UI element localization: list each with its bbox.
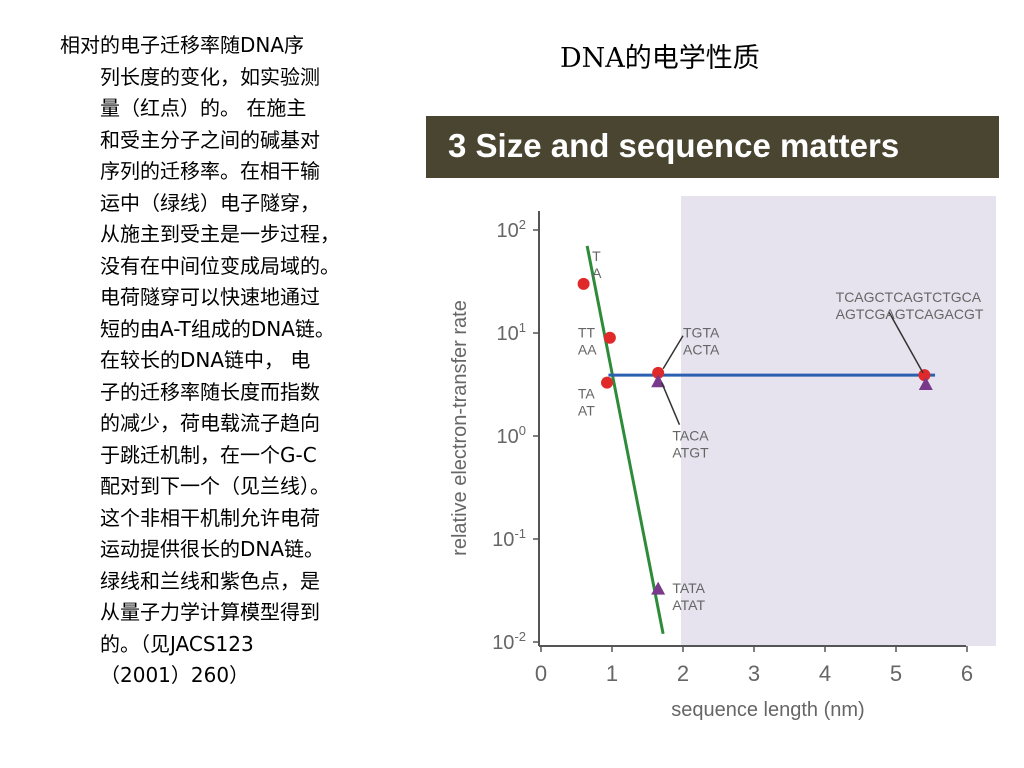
body-line: 的减少，荷电载流子趋向 bbox=[100, 411, 320, 435]
x-tick-label: 5 bbox=[890, 661, 902, 686]
sequence-annotation: A bbox=[592, 265, 602, 281]
slide-title: DNA的电学性质 bbox=[560, 43, 760, 74]
y-tick-label: 100 bbox=[497, 423, 526, 448]
sequence-annotation: ACTA bbox=[683, 342, 720, 358]
body-line: 从施主到受主是一步过程， bbox=[100, 222, 340, 246]
sequence-annotation: AT bbox=[578, 403, 595, 419]
body-line: 在较长的DNA链中， 电 bbox=[100, 348, 311, 372]
red-data-point bbox=[603, 331, 616, 344]
sequence-annotation: AGTCGAGTCAGACGT bbox=[836, 306, 984, 322]
body-line: 这个非相干机制允许电荷 bbox=[100, 505, 320, 530]
body-line: 列长度的变化，如实验测 bbox=[100, 64, 320, 89]
purple-data-point bbox=[918, 376, 933, 390]
body-line: 量（红点）的。 在施主 bbox=[100, 96, 307, 120]
sequence-annotation: ATGT bbox=[672, 445, 709, 461]
sequence-annotation: TCAGCTCAGTCTGCA bbox=[836, 289, 982, 305]
body-line: 从量子力学计算模型得到 bbox=[100, 600, 320, 624]
body-line: 短的由A-T组成的DNA链。 bbox=[100, 316, 335, 341]
red-data-point bbox=[918, 369, 931, 382]
body-line: 相对的电子迁移率随DNA序 bbox=[60, 33, 305, 57]
body-line: 运中（绿线）电子隧穿， bbox=[100, 190, 320, 215]
x-tick-label: 2 bbox=[677, 661, 689, 686]
body-text: 相对的电子迁移率随DNA序 列长度的变化，如实验测 量（红点）的。 在施主 和受… bbox=[60, 30, 440, 692]
y-axis-label: relative electron-transfer rate bbox=[449, 300, 471, 556]
body-line: 和受主分子之间的碱基对 bbox=[100, 127, 320, 152]
sequence-annotation: T bbox=[592, 248, 601, 264]
x-tick-label: 1 bbox=[606, 661, 618, 686]
red-data-point bbox=[577, 277, 590, 290]
green-line bbox=[585, 245, 665, 635]
body-line: 绿线和兰线和紫色点，是 bbox=[100, 568, 320, 593]
sequence-annotation: TT bbox=[578, 325, 596, 341]
body-line: 序列的迁移率。在相干输 bbox=[100, 159, 320, 183]
body-line: 于跳迁机制，在一个G-C bbox=[100, 442, 317, 467]
sequence-annotation: AA bbox=[578, 342, 597, 358]
chart-svg: 3 Size and sequence matters 0 1 2 3 4 5 6 102 10… bbox=[426, 96, 999, 732]
shaded-region bbox=[681, 196, 996, 646]
figure-banner-title: 3 Size and sequence matters bbox=[448, 127, 899, 164]
x-tick-label: 4 bbox=[819, 661, 831, 686]
y-tick-label: 10-1 bbox=[492, 526, 526, 551]
x-tick-label: 6 bbox=[961, 661, 973, 686]
x-axis-label: sequence length (nm) bbox=[671, 699, 864, 721]
annotation-arrow bbox=[662, 335, 684, 370]
y-tick-label: 101 bbox=[497, 320, 526, 345]
chart-marks: 0 1 2 3 4 5 610210110010-110-2TATTAATAATTGTAAC… bbox=[492, 217, 984, 686]
x-tick-label: 3 bbox=[748, 661, 760, 686]
figure-banner bbox=[426, 116, 999, 178]
body-line: 的。（见JACS123 bbox=[100, 631, 254, 656]
annotation-arrow bbox=[888, 311, 924, 374]
body-line: （2001）260） bbox=[100, 663, 250, 687]
red-data-point bbox=[652, 366, 665, 379]
sequence-annotation: ATAT bbox=[672, 597, 705, 613]
sequence-annotation: TACA bbox=[672, 428, 709, 444]
figure: 3 Size and sequence matters 0 1 2 3 4 5 6 102 10… bbox=[426, 96, 999, 732]
sequence-annotation: TATA bbox=[672, 580, 705, 596]
red-data-point bbox=[601, 376, 614, 389]
body-line: 配对到下一个（见兰线）。 bbox=[100, 474, 330, 498]
body-line: 没有在中间位变成局域的。 bbox=[100, 253, 340, 278]
y-tick-label: 102 bbox=[497, 217, 526, 242]
y-tick-label: 10-2 bbox=[492, 629, 526, 654]
sequence-annotation: TGTA bbox=[683, 325, 720, 341]
body-line: 运动提供很长的DNA链。 bbox=[100, 537, 325, 561]
x-tick-label: 0 bbox=[535, 661, 547, 686]
annotation-arrow bbox=[661, 382, 681, 426]
body-line: 电荷隧穿可以快速地通过 bbox=[100, 285, 320, 309]
body-line: 子的迁移率随长度而指数 bbox=[100, 379, 320, 404]
purple-data-point bbox=[651, 581, 666, 595]
sequence-annotation: TA bbox=[578, 386, 596, 402]
